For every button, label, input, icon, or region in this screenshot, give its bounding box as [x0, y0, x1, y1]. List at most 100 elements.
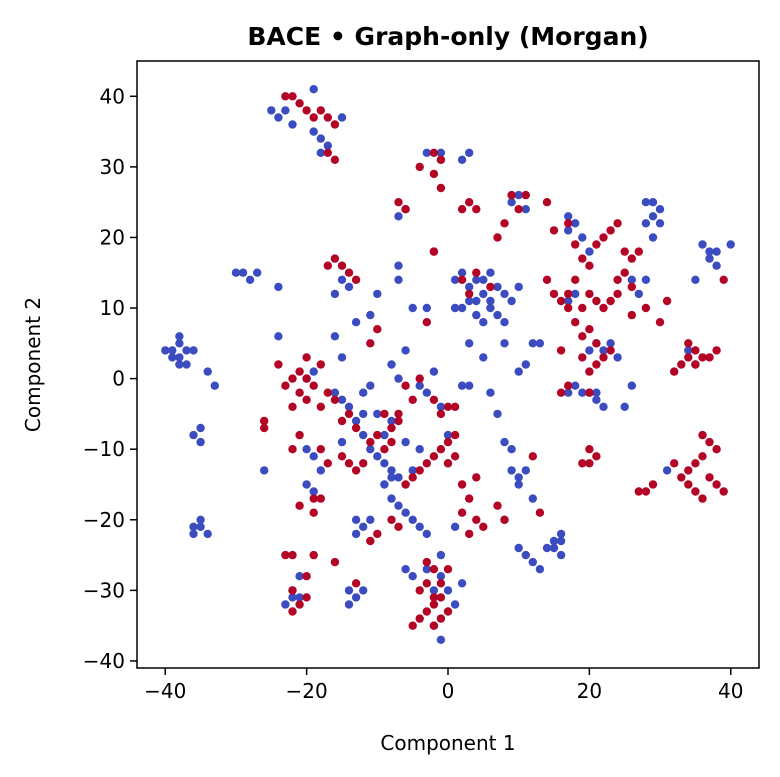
scatter-point: [373, 430, 382, 440]
scatter-point: [309, 113, 318, 122]
scatter-point: [175, 332, 184, 341]
scatter-point: [443, 437, 453, 447]
scatter-point: [323, 113, 332, 122]
scatter-point: [337, 395, 347, 404]
scatter-point: [288, 550, 297, 560]
scatter-point: [472, 473, 481, 482]
scatter-point: [443, 459, 453, 468]
scatter-point: [281, 92, 290, 101]
y-tick-label: 20: [100, 225, 125, 249]
scatter-point: [698, 452, 707, 461]
scatter-point: [457, 268, 467, 277]
scatter-point: [288, 120, 297, 129]
scatter-point: [344, 282, 354, 292]
scatter-point: [613, 219, 622, 228]
scatter-point: [684, 346, 693, 355]
scatter-point: [344, 402, 354, 411]
scatter-point: [189, 430, 198, 440]
scatter-point: [556, 346, 566, 355]
scatter-point: [288, 92, 297, 101]
scatter-point: [641, 487, 651, 496]
scatter-point: [429, 600, 439, 609]
scatter-point: [578, 459, 587, 468]
scatter-point: [641, 275, 651, 284]
scatter-point: [415, 614, 424, 623]
scatter-point: [486, 296, 495, 306]
scatter-point: [309, 381, 318, 390]
scatter-point: [408, 572, 417, 581]
scatter-point: [344, 459, 354, 468]
scatter-point: [479, 522, 488, 531]
scatter-point: [571, 318, 580, 327]
scatter-point: [542, 198, 552, 207]
scatter-point: [627, 275, 636, 284]
scatter-point: [210, 381, 219, 390]
scatter-point: [620, 268, 629, 277]
points-layer: [161, 85, 735, 644]
scatter-point: [472, 296, 481, 306]
scatter-point: [472, 275, 481, 284]
scatter-point: [457, 303, 467, 313]
scatter-point: [578, 303, 587, 313]
scatter-point: [380, 409, 389, 419]
scatter-point: [620, 402, 629, 411]
scatter-point: [712, 480, 721, 489]
scatter-point: [330, 120, 340, 129]
scatter-point: [585, 247, 594, 256]
scatter-point: [302, 572, 311, 581]
scatter-point: [175, 353, 184, 362]
scatter-point: [330, 155, 340, 164]
scatter-point: [359, 459, 368, 468]
scatter-point: [599, 353, 608, 362]
scatter-point: [514, 190, 523, 200]
scatter-point: [245, 275, 255, 284]
scatter-point: [606, 296, 615, 306]
y-tick-label: 40: [100, 84, 125, 108]
scatter-point: [380, 459, 389, 468]
scatter-point: [366, 339, 375, 348]
scatter-point: [542, 275, 552, 284]
scatter-point: [422, 303, 431, 313]
scatter-point: [415, 522, 424, 531]
scatter-point: [457, 381, 467, 390]
scatter-point: [691, 275, 700, 284]
y-tick-label: −30: [83, 578, 125, 602]
scatter-point: [627, 381, 636, 390]
scatter-point: [450, 522, 460, 531]
scatter-point: [500, 437, 509, 447]
scatter-point: [323, 388, 332, 397]
scatter-point: [528, 339, 537, 348]
scatter-point: [260, 466, 269, 475]
scatter-point: [387, 416, 396, 426]
scatter-point: [585, 459, 594, 468]
scatter-point: [394, 473, 403, 482]
scatter-point: [514, 205, 523, 214]
scatter-point: [351, 593, 361, 602]
scatter-point: [323, 459, 332, 468]
scatter-point: [641, 198, 651, 207]
scatter-point: [712, 261, 721, 270]
scatter-point: [295, 99, 304, 108]
scatter-point: [330, 557, 340, 567]
scatter-point: [450, 303, 460, 313]
scatter-point: [260, 423, 269, 433]
scatter-point: [401, 565, 410, 574]
scatter-point: [620, 247, 629, 256]
x-axis-label: Component 1: [380, 731, 515, 755]
scatter-point: [450, 430, 460, 440]
scatter-point: [585, 289, 594, 299]
y-tick-label: 30: [100, 155, 125, 179]
scatter-point: [627, 254, 636, 263]
scatter-point: [472, 310, 481, 320]
scatter-point: [351, 318, 361, 327]
scatter-point: [726, 240, 735, 249]
scatter-point: [189, 346, 198, 355]
scatter-point: [691, 346, 700, 355]
scatter-point: [422, 529, 431, 539]
scatter-point: [373, 529, 382, 539]
scatter-point: [564, 381, 573, 390]
scatter-point: [316, 494, 325, 503]
scatter-point: [670, 367, 679, 376]
scatter-point: [359, 522, 368, 531]
scatter-point: [507, 198, 516, 207]
